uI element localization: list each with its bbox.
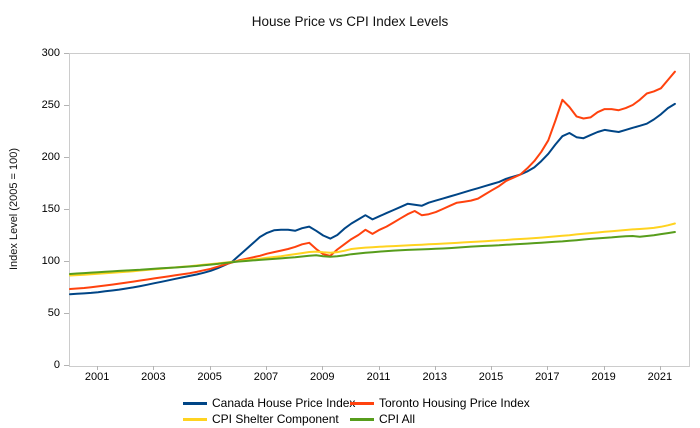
plot-area [69,53,690,367]
x-tick-mark [547,366,549,370]
x-tick-label: 2013 [422,371,447,383]
legend-swatch-cpi-shelter-component [183,417,207,421]
x-tick-label: 2003 [141,371,166,383]
x-tick-mark [97,366,99,370]
y-tick-label: 150 [41,202,60,215]
x-tick-mark [378,366,380,370]
x-tick-mark [209,366,211,370]
y-tick-label: 250 [41,98,60,111]
plot-svg [69,70,676,296]
legend-label: CPI All [379,412,416,426]
x-tick-label: 2005 [197,371,222,383]
legend-swatch-toronto-housing-price-index [350,401,374,405]
legend-item-toronto-housing-price-index: Toronto Housing Price Index [350,396,530,410]
series-line-toronto-housing-price-index [69,70,676,290]
y-tick-label: 0 [53,358,60,371]
legend-swatch-cpi-all [350,417,374,421]
series-line-cpi-all [69,231,676,275]
y-tick-label: 200 [41,150,60,163]
x-tick-mark [491,366,493,370]
legend-label: CPI Shelter Component [212,412,339,426]
x-tick-label: 2001 [84,371,110,383]
legend: Canada House Price Index Toronto Housing… [183,396,530,426]
x-tick-label: 2007 [253,371,279,383]
chart-title: House Price vs CPI Index Levels [251,14,449,29]
legend-label: Canada House Price Index [212,396,356,410]
y-tick-mark [64,53,69,54]
y-tick-mark [64,365,69,366]
y-tick-mark [64,209,69,210]
y-tick-label: 100 [41,254,60,267]
y-tick-mark [64,157,69,158]
x-tick-mark [603,366,605,370]
legend-item-cpi-shelter-component: CPI Shelter Component [183,412,350,426]
x-tick-mark [434,366,436,370]
series-line-canada-house-price-index [69,102,676,296]
legend-label: Toronto Housing Price Index [379,396,530,410]
x-tick-label: 2021 [647,371,673,383]
x-tick-mark [265,366,267,370]
y-tick-mark [64,105,69,106]
x-tick-label: 2009 [309,371,335,383]
legend-item-cpi-all: CPI All [350,412,530,426]
x-tick-label: 2017 [535,371,560,383]
legend-swatch-canada-house-price-index [183,401,207,405]
x-tick-label: 2011 [366,371,391,383]
x-tick-mark [322,366,324,370]
y-tick-label: 300 [41,46,60,59]
y-tick-mark [64,313,69,314]
x-tick-mark [659,366,661,370]
y-tick-label: 50 [47,306,60,319]
legend-item-canada-house-price-index: Canada House Price Index [183,396,355,410]
x-tick-label: 2015 [478,371,504,383]
y-tick-mark [64,261,69,262]
x-tick-mark [153,366,155,370]
x-tick-label: 2019 [591,371,616,383]
